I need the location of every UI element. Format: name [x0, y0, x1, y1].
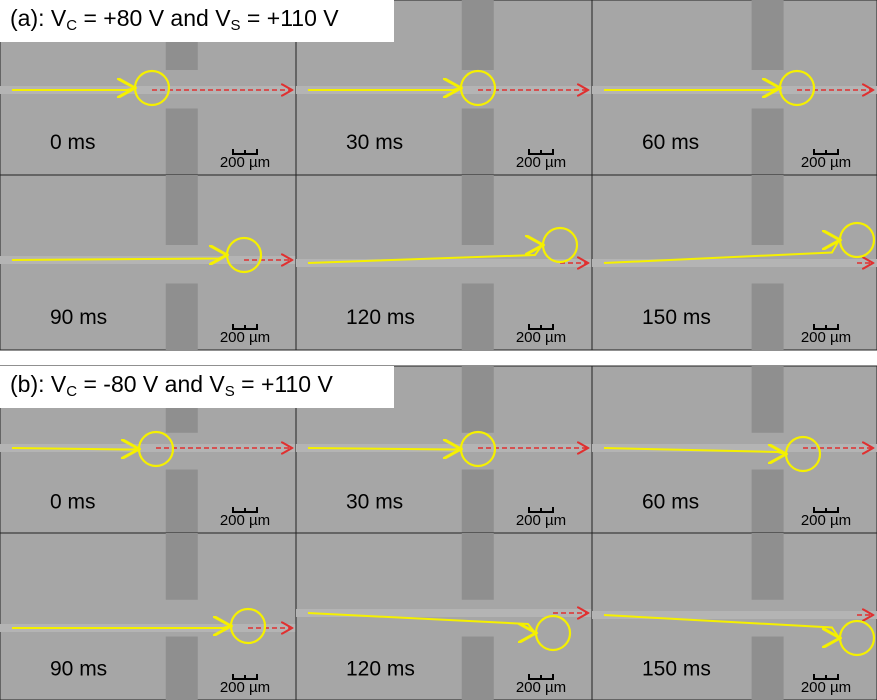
electrode: [462, 0, 494, 70]
scale-label: 200 µm: [801, 679, 851, 696]
subscript: S: [231, 17, 241, 34]
frame: 120 ms 200 µm: [296, 533, 592, 700]
title-part: = +110 V: [241, 5, 340, 31]
time-label: 120 ms: [346, 306, 415, 329]
subscript: S: [225, 383, 235, 400]
frame: 90 ms 200 µm: [0, 533, 296, 700]
scale-label: 200 µm: [516, 679, 566, 696]
electrode: [752, 637, 784, 700]
electrode: [462, 109, 494, 176]
scale-label: 200 µm: [801, 512, 851, 529]
frame: 120 ms 200 µm: [296, 175, 592, 350]
frame: 150 ms 200 µm: [592, 175, 877, 350]
electrode: [752, 109, 784, 176]
subscript: C: [66, 17, 77, 34]
electrode: [752, 366, 784, 433]
electrode: [462, 470, 494, 533]
channel: [592, 259, 877, 267]
time-label: 60 ms: [642, 490, 699, 513]
scale-label: 200 µm: [220, 679, 270, 696]
electrode: [462, 533, 494, 600]
channel: [592, 611, 877, 619]
time-label: 0 ms: [50, 131, 96, 154]
title-part: = +110 V: [235, 371, 334, 397]
electrode: [752, 175, 784, 245]
frame: 90 ms 200 µm: [0, 175, 296, 350]
scale-label: 200 µm: [220, 329, 270, 346]
electrode: [752, 0, 784, 70]
electrode: [166, 284, 198, 351]
electrode: [752, 533, 784, 600]
electrode: [462, 637, 494, 700]
title-part: = +80 V and V: [77, 5, 231, 31]
electrode: [166, 637, 198, 700]
scale-label: 200 µm: [220, 512, 270, 529]
channel: [296, 259, 592, 267]
electrode: [462, 284, 494, 351]
panel-title: (b): VC = -80 V and VS = +110 V: [10, 371, 333, 400]
time-label: 90 ms: [50, 657, 107, 680]
electrode: [166, 533, 198, 600]
title-part: = -80 V and V: [77, 371, 225, 397]
electrode: [462, 175, 494, 245]
figure: 0 ms 200 µm 30 ms 200 µm 60 ms 200 µm 90 ms 200…: [0, 0, 877, 700]
title-part: (b): V: [10, 371, 67, 397]
electrode: [752, 470, 784, 533]
electrode: [462, 366, 494, 433]
scale-label: 200 µm: [801, 329, 851, 346]
time-label: 60 ms: [642, 131, 699, 154]
time-label: 0 ms: [50, 490, 96, 513]
frame-bg: [0, 533, 296, 700]
scale-label: 200 µm: [220, 154, 270, 171]
frame: 60 ms 200 µm: [592, 366, 877, 533]
time-label: 30 ms: [346, 490, 403, 513]
scale-label: 200 µm: [516, 512, 566, 529]
scale-label: 200 µm: [516, 329, 566, 346]
time-label: 150 ms: [642, 657, 711, 680]
panel-title: (a): VC = +80 V and VS = +110 V: [10, 5, 339, 34]
subscript: C: [66, 383, 77, 400]
time-label: 30 ms: [346, 131, 403, 154]
time-label: 120 ms: [346, 657, 415, 680]
electrode: [752, 284, 784, 351]
electrode: [166, 470, 198, 533]
electrode: [166, 109, 198, 176]
time-label: 150 ms: [642, 306, 711, 329]
time-label: 90 ms: [50, 306, 107, 329]
scale-label: 200 µm: [801, 154, 851, 171]
frame: 60 ms 200 µm: [592, 0, 877, 175]
frame: 150 ms 200 µm: [592, 533, 877, 700]
page: {"panels": [ {"label": ["(a): V", "C", "…: [0, 0, 877, 700]
title-part: (a): V: [10, 5, 67, 31]
electrode: [166, 175, 198, 245]
scale-label: 200 µm: [516, 154, 566, 171]
